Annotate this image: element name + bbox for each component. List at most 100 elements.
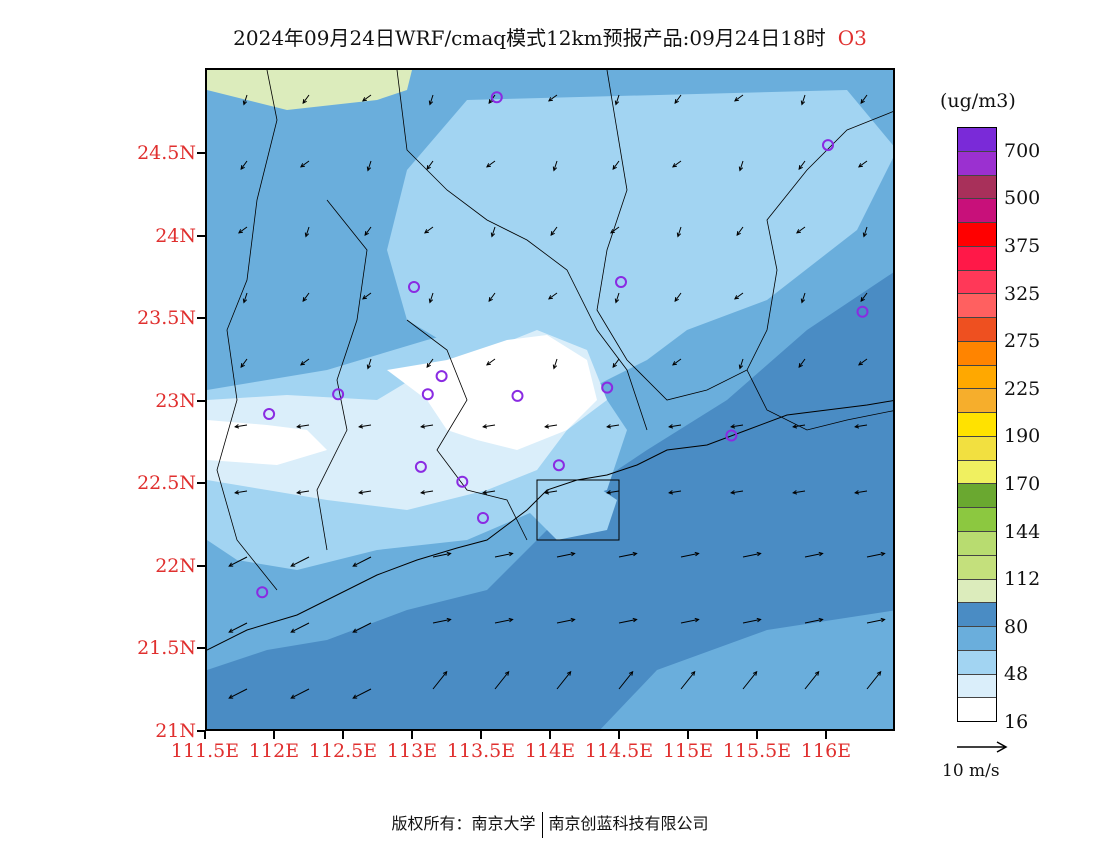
wind-arrow: [228, 688, 248, 699]
station-marker: [408, 281, 420, 293]
station-marker: [725, 429, 738, 442]
wind-arrow: [243, 94, 248, 105]
wind-arrowhead: [482, 424, 488, 429]
color-bar-segment: [958, 294, 996, 319]
longitude-tick: [480, 731, 482, 739]
wind-arrow: [674, 94, 682, 104]
wind-arrow: [674, 292, 682, 302]
latitude-label: 23N: [155, 389, 196, 412]
wind-arrowhead: [426, 363, 431, 368]
latitude-label: 23.5N: [137, 307, 196, 329]
wind-arrow: [362, 292, 372, 300]
color-bar-segment: [958, 508, 996, 533]
wind-arrowhead: [730, 490, 736, 495]
wind-arrow: [556, 671, 572, 690]
wind-arrowhead: [752, 670, 758, 676]
coastline: [207, 400, 893, 651]
latitude-tick: [197, 729, 205, 732]
latitude-label: 21.5N: [137, 637, 196, 659]
wind-arrow: [801, 94, 806, 105]
wind-arrow: [858, 358, 868, 366]
wind-arrowhead: [858, 163, 863, 168]
longitude-label: 111.5E: [170, 740, 240, 762]
wind-arrowhead: [566, 670, 572, 676]
longitude-tick: [204, 731, 206, 739]
latitude-tick: [197, 152, 205, 154]
legend-unit: (ug/m3): [940, 90, 1016, 112]
map-title: 2024年09月24日WRF/cmaq模式12km预报产品:09月24日18时 O…: [0, 22, 1100, 51]
wind-arrow: [238, 226, 248, 234]
wind-arrowhead: [488, 99, 493, 104]
wind-arrow: [855, 490, 868, 494]
wind-arrowhead: [876, 670, 882, 676]
wind-arrow: [545, 490, 558, 494]
wind-arrowhead: [858, 361, 863, 366]
latitude-tick: [197, 564, 205, 567]
wind-arrowhead: [614, 298, 620, 304]
wind-arrowhead: [738, 364, 744, 370]
wind-arrowhead: [854, 424, 860, 429]
wind-arrowhead: [672, 163, 677, 168]
wind-arrowhead: [420, 424, 426, 429]
wind-arrow: [297, 490, 310, 494]
wind-arrow: [486, 358, 496, 366]
longitude-label: 113E: [386, 740, 438, 762]
copyright-right: 南京创蓝科技有限公司: [548, 814, 709, 833]
wind-arrowhead: [290, 562, 296, 567]
wind-arrow: [804, 552, 823, 558]
wind-arrow: [739, 358, 744, 369]
wind-arrowhead: [694, 617, 700, 623]
band-island-light: [527, 480, 617, 540]
color-bar-segment: [958, 318, 996, 342]
color-bar-label: 225: [1004, 377, 1041, 400]
latitude-label: 21N: [155, 719, 196, 742]
wind-arrow: [290, 622, 310, 633]
station-marker: [615, 276, 627, 289]
color-bar-segment: [958, 270, 996, 295]
longitude-tick: [825, 731, 827, 739]
band-south-light: [600, 610, 893, 729]
wind-arrow: [680, 552, 699, 558]
wind-arrowhead: [552, 166, 558, 172]
wind-vectors: [228, 94, 886, 699]
wind-arrowhead: [668, 490, 674, 495]
longitude-tick: [687, 731, 689, 739]
wind-arrow: [362, 94, 372, 102]
wind-arrowhead: [674, 99, 679, 104]
wind-arrowhead: [800, 100, 806, 106]
color-bar-segment: [958, 341, 996, 366]
wind-arrow: [618, 552, 637, 558]
wind-arrow: [429, 94, 434, 105]
boundary-east: [596, 70, 893, 401]
station-marker: [822, 139, 834, 152]
wind-arrow: [798, 160, 806, 170]
wind-arrow: [742, 618, 761, 624]
wind-arrow: [426, 160, 434, 170]
wind-reference-label: 10 m/s: [942, 761, 1000, 781]
wind-arrowhead: [798, 165, 803, 170]
longitude-label: 116E: [800, 740, 852, 762]
wind-arrowhead: [228, 562, 234, 567]
monitoring-stations: [256, 91, 869, 599]
wind-arrowhead: [818, 617, 824, 623]
wind-arrow: [359, 424, 372, 428]
wind-arrow: [243, 292, 248, 303]
color-bar-label: 325: [1004, 282, 1041, 305]
wind-arrowhead: [428, 298, 434, 304]
wind-arrow: [798, 358, 806, 368]
wind-arrow: [804, 671, 820, 690]
wind-arrow: [240, 160, 248, 170]
wind-arrowhead: [366, 364, 372, 370]
wind-arrow: [228, 556, 248, 567]
longitude-tick: [756, 731, 758, 739]
wind-arrow: [618, 618, 637, 624]
color-bar-segment: [958, 532, 996, 556]
hk-box: [536, 479, 620, 541]
wind-arrow: [494, 618, 513, 624]
wind-arrowhead: [446, 551, 452, 557]
color-bar-segment: [958, 650, 996, 675]
latitude-tick: [197, 647, 205, 649]
band-80-112: [207, 70, 412, 110]
wind-arrow: [426, 358, 434, 368]
boundary-southeast: [746, 369, 893, 431]
